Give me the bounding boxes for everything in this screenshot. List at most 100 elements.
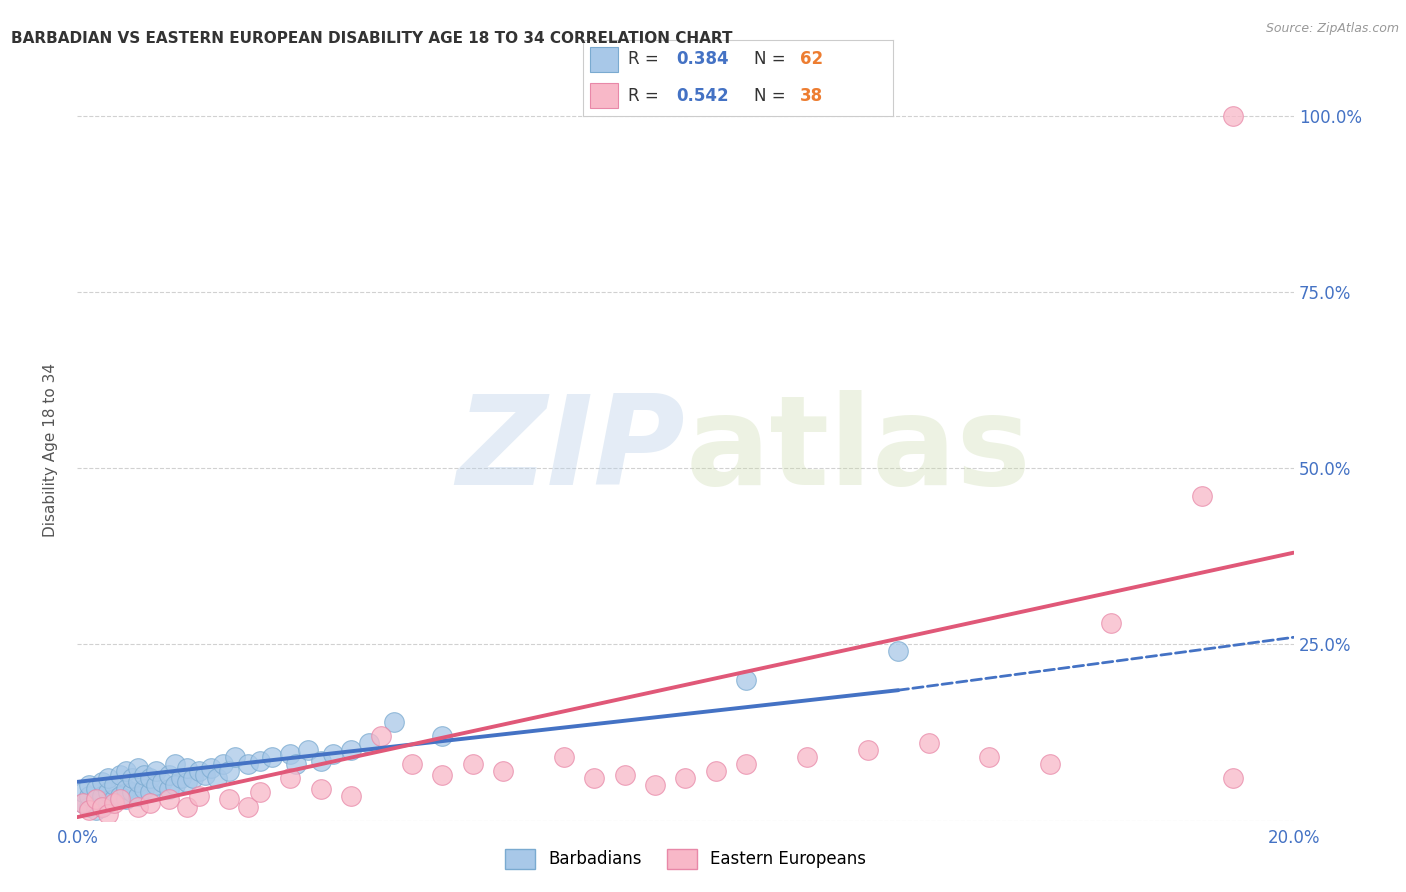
Text: 62: 62 xyxy=(800,51,823,69)
Point xyxy=(127,761,149,775)
Point xyxy=(796,750,818,764)
Point xyxy=(236,757,259,772)
Point xyxy=(134,768,156,782)
Point xyxy=(127,789,149,803)
Point xyxy=(979,750,1001,764)
Point xyxy=(249,785,271,799)
Point xyxy=(675,772,697,786)
Text: atlas: atlas xyxy=(686,390,1031,511)
Point xyxy=(163,757,186,772)
Point xyxy=(90,775,112,789)
Point xyxy=(188,789,211,803)
Point xyxy=(79,778,101,792)
Point xyxy=(278,772,301,786)
Point xyxy=(918,736,941,750)
Point xyxy=(285,757,308,772)
Point xyxy=(176,761,198,775)
Point xyxy=(79,799,101,814)
Text: 38: 38 xyxy=(800,87,823,105)
Point xyxy=(90,789,112,803)
Point xyxy=(157,781,180,796)
Text: BARBADIAN VS EASTERN EUROPEAN DISABILITY AGE 18 TO 34 CORRELATION CHART: BARBADIAN VS EASTERN EUROPEAN DISABILITY… xyxy=(11,31,733,46)
Point xyxy=(856,743,879,757)
Point xyxy=(97,806,120,821)
Point xyxy=(583,772,606,786)
Text: Source: ZipAtlas.com: Source: ZipAtlas.com xyxy=(1265,22,1399,36)
Point xyxy=(309,754,332,768)
Point xyxy=(278,747,301,761)
Point xyxy=(134,781,156,796)
Point xyxy=(115,764,138,779)
Point xyxy=(236,799,259,814)
Point xyxy=(97,796,120,810)
Legend: Barbadians, Eastern Europeans: Barbadians, Eastern Europeans xyxy=(498,843,873,875)
Point xyxy=(430,729,453,743)
Point xyxy=(115,792,138,806)
Point xyxy=(103,796,125,810)
Point xyxy=(84,792,107,806)
Point xyxy=(145,764,167,779)
Point xyxy=(127,775,149,789)
Point xyxy=(309,781,332,796)
Point xyxy=(103,792,125,806)
Text: ZIP: ZIP xyxy=(457,390,686,511)
Text: 0.384: 0.384 xyxy=(676,51,728,69)
Point xyxy=(1039,757,1062,772)
Point xyxy=(401,757,423,772)
Point xyxy=(704,764,727,779)
Text: N =: N = xyxy=(754,87,790,105)
Point xyxy=(139,772,162,786)
Point xyxy=(382,714,405,729)
Point xyxy=(735,673,758,687)
Point xyxy=(194,768,217,782)
Point xyxy=(79,803,101,817)
Point xyxy=(176,775,198,789)
Point xyxy=(1222,772,1244,786)
Point xyxy=(461,757,484,772)
Point xyxy=(115,781,138,796)
Text: R =: R = xyxy=(628,87,665,105)
Point xyxy=(322,747,344,761)
Point xyxy=(97,772,120,786)
Text: N =: N = xyxy=(754,51,790,69)
Point xyxy=(108,789,131,803)
Point xyxy=(430,768,453,782)
Y-axis label: Disability Age 18 to 34: Disability Age 18 to 34 xyxy=(44,363,58,538)
Point xyxy=(157,768,180,782)
Point xyxy=(1222,109,1244,123)
Point xyxy=(1099,616,1122,631)
Point xyxy=(224,750,246,764)
Point xyxy=(108,768,131,782)
Point xyxy=(72,785,94,799)
Point xyxy=(249,754,271,768)
Point xyxy=(735,757,758,772)
Point xyxy=(200,761,222,775)
Point xyxy=(152,775,174,789)
Point xyxy=(340,789,363,803)
Point xyxy=(644,778,666,792)
Point xyxy=(84,792,107,806)
Point xyxy=(170,772,193,786)
Point xyxy=(121,772,143,786)
Point xyxy=(121,785,143,799)
Point xyxy=(218,764,240,779)
Point xyxy=(145,778,167,792)
Text: R =: R = xyxy=(628,51,665,69)
Point xyxy=(139,785,162,799)
Point xyxy=(188,764,211,779)
Point xyxy=(139,796,162,810)
Point xyxy=(127,799,149,814)
Point xyxy=(613,768,636,782)
Point xyxy=(72,796,94,810)
Point xyxy=(103,778,125,792)
Point xyxy=(84,781,107,796)
Point xyxy=(97,785,120,799)
Point xyxy=(492,764,515,779)
Point xyxy=(90,799,112,814)
Point xyxy=(370,729,392,743)
Point xyxy=(72,796,94,810)
Point xyxy=(887,644,910,658)
Point xyxy=(218,792,240,806)
Point xyxy=(340,743,363,757)
Point xyxy=(90,799,112,814)
